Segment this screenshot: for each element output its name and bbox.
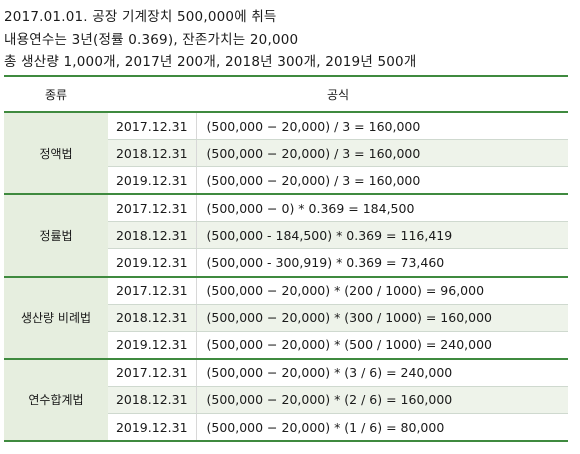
formula-cell: (500,000 − 20,000) * (200 / 1000) = 96,0… xyxy=(196,276,568,305)
table-row: 2018.12.31 (500,000 − 20,000) * (2 / 6) =… xyxy=(4,386,568,415)
table-row: 정액법 2017.12.31 (500,000 − 20,000) / 3 = 16… xyxy=(4,112,568,196)
date-cell: 2017.12.31 xyxy=(108,358,197,387)
formula-cell: (500,000 − 20,000) * (2 / 6) = 160,000 xyxy=(196,386,568,415)
table-row: 연수합계법 2017.12.31 (500,000 − 20,000) * (3 /… xyxy=(4,358,568,443)
header-formula: 공식 xyxy=(108,75,568,113)
date-cell: 2017.12.31 xyxy=(108,112,197,141)
table-body: 정액법 2017.12.31 (500,000 − 20,000) / 3 = 16… xyxy=(4,112,568,443)
formula-cell: (500,000 − 20,000) * (300 / 1000) = 160,… xyxy=(196,304,568,332)
table-row: 2019.12.31 (500,000 − 20,000) * (500 / 10… xyxy=(4,331,568,360)
date-cell: 2017.12.31 xyxy=(108,276,197,305)
table-row: 정률법 2017.12.31 (500,000 − 0) * 0.369 = 184… xyxy=(4,194,568,278)
date-cell: 2018.12.31 xyxy=(108,304,197,332)
formula-cell: (500,000 − 20,000) / 3 = 160,000 xyxy=(196,166,568,196)
intro-line-useful-life: 내용연수는 3년(정률 0.369), 잔존가치는 20,000 xyxy=(4,31,299,48)
formula-cell: (500,000 - 184,500) * 0.369 = 116,419 xyxy=(196,221,568,250)
table-row: 2019.12.31 (500,000 − 20,000) / 3 = 160,0… xyxy=(4,166,568,196)
date-cell: 2019.12.31 xyxy=(108,248,197,278)
header-method: 종류 xyxy=(4,75,108,113)
formula-cell: (500,000 − 20,000) * (3 / 6) = 240,000 xyxy=(196,358,568,387)
method-cell: 정액법 xyxy=(4,112,108,196)
date-cell: 2019.12.31 xyxy=(108,331,197,360)
method-cell: 연수합계법 xyxy=(4,358,108,443)
table-row: 2018.12.31 (500,000 − 20,000) * (300 / 10… xyxy=(4,304,568,332)
formula-cell: (500,000 − 20,000) / 3 = 160,000 xyxy=(196,112,568,141)
method-cell: 정률법 xyxy=(4,194,108,278)
date-cell: 2018.12.31 xyxy=(108,386,197,415)
formula-cell: (500,000 − 20,000) * (1 / 6) = 80,000 xyxy=(196,413,568,443)
intro-text: 2017.01.01. 공장 기계장치 500,000에 취득 내용연수는 3년… xyxy=(0,0,580,74)
table-row: 2018.12.31 (500,000 - 184,500) * 0.369 = … xyxy=(4,221,568,250)
formula-cell: (500,000 − 20,000) * (500 / 1000) = 240,… xyxy=(196,331,568,360)
formula-cell: (500,000 − 20,000) / 3 = 160,000 xyxy=(196,139,568,168)
depreciation-table: 종류 공식 정액법 2017.12.31 (500,000 − 20,000) / … xyxy=(4,75,568,443)
table-row: 2019.12.31 (500,000 − 20,000) * (1 / 6) =… xyxy=(4,413,568,443)
date-cell: 2019.12.31 xyxy=(108,413,197,443)
intro-line-acquisition: 2017.01.01. 공장 기계장치 500,000에 취득 xyxy=(4,9,277,25)
table-header-row: 종류 공식 xyxy=(4,75,568,113)
date-cell: 2017.12.31 xyxy=(108,194,197,223)
date-cell: 2019.12.31 xyxy=(108,166,197,196)
table-row: 2018.12.31 (500,000 − 20,000) / 3 = 160,0… xyxy=(4,139,568,168)
table-row: 생산량 비례법 2017.12.31 (500,000 − 20,000) * (2… xyxy=(4,276,568,360)
date-cell: 2018.12.31 xyxy=(108,139,197,168)
method-cell: 생산량 비례법 xyxy=(4,276,108,360)
intro-line-production: 총 생산량 1,000개, 2017년 200개, 2018년 300개, 20… xyxy=(4,54,417,70)
formula-cell: (500,000 - 300,919) * 0.369 = 73,460 xyxy=(196,248,568,278)
formula-cell: (500,000 − 0) * 0.369 = 184,500 xyxy=(196,194,568,223)
table-row: 2019.12.31 (500,000 - 300,919) * 0.369 = … xyxy=(4,248,568,278)
date-cell: 2018.12.31 xyxy=(108,221,197,250)
